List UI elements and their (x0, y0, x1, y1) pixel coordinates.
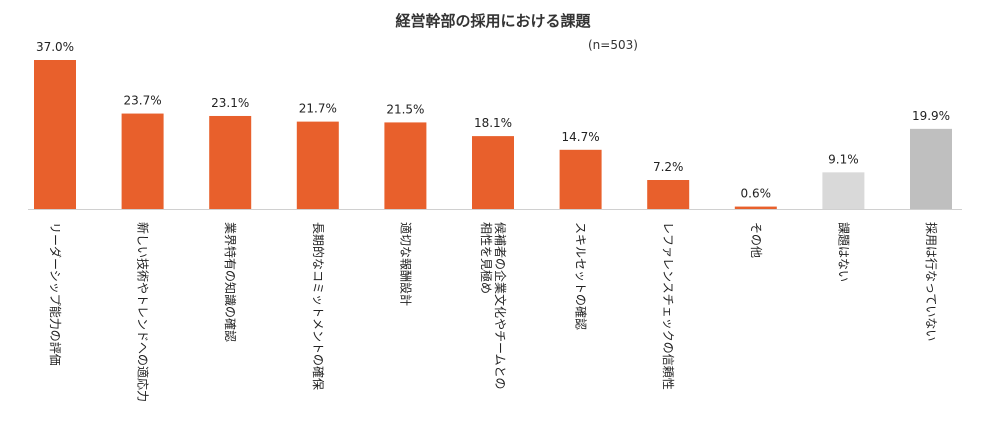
value-label: 14.7% (562, 130, 600, 144)
bar (472, 136, 514, 209)
bar (734, 206, 777, 209)
bar (121, 113, 164, 209)
chart-title: 経営幹部の採用における課題 (395, 12, 591, 30)
category-label: 相性を見極め (479, 222, 494, 294)
bar (647, 180, 690, 209)
value-label: 23.1% (211, 96, 249, 110)
category-label: 課題はない (836, 222, 851, 282)
value-label: 19.9% (912, 109, 950, 123)
bar (822, 172, 865, 209)
value-label: 37.0% (36, 40, 74, 54)
value-label: 18.1% (474, 116, 512, 130)
category-label: 業界特有の知識の確認 (223, 222, 238, 342)
bar (384, 122, 427, 209)
value-label: 0.6% (741, 187, 772, 201)
value-label: 7.2% (653, 160, 684, 174)
bar (296, 121, 339, 209)
category-label: 適切な報酬設計 (398, 222, 413, 306)
bar (910, 128, 952, 209)
category-label: 新しい技術やトレンドへの適応力 (136, 222, 151, 402)
category-label: スキルセットの確認 (574, 222, 589, 330)
value-label: 9.1% (828, 152, 859, 166)
value-label: 21.7% (299, 102, 337, 116)
category-label: 長期的なコミットメントの確保 (311, 222, 326, 390)
category-label: その他 (749, 222, 763, 258)
bar (34, 60, 76, 209)
bar (559, 149, 602, 209)
sample-size-label: (n=503) (588, 38, 638, 52)
bar (209, 115, 252, 209)
category-label: リーダーシップ能力の評価 (48, 222, 63, 366)
value-label: 23.7% (124, 94, 162, 108)
category-label: レファレンスチェックの信頼性 (661, 222, 675, 390)
category-label: 採用は行なっていない (924, 222, 938, 341)
category-label: 候補者の企業文化やチームとの (493, 222, 508, 390)
value-label: 21.5% (386, 102, 424, 116)
